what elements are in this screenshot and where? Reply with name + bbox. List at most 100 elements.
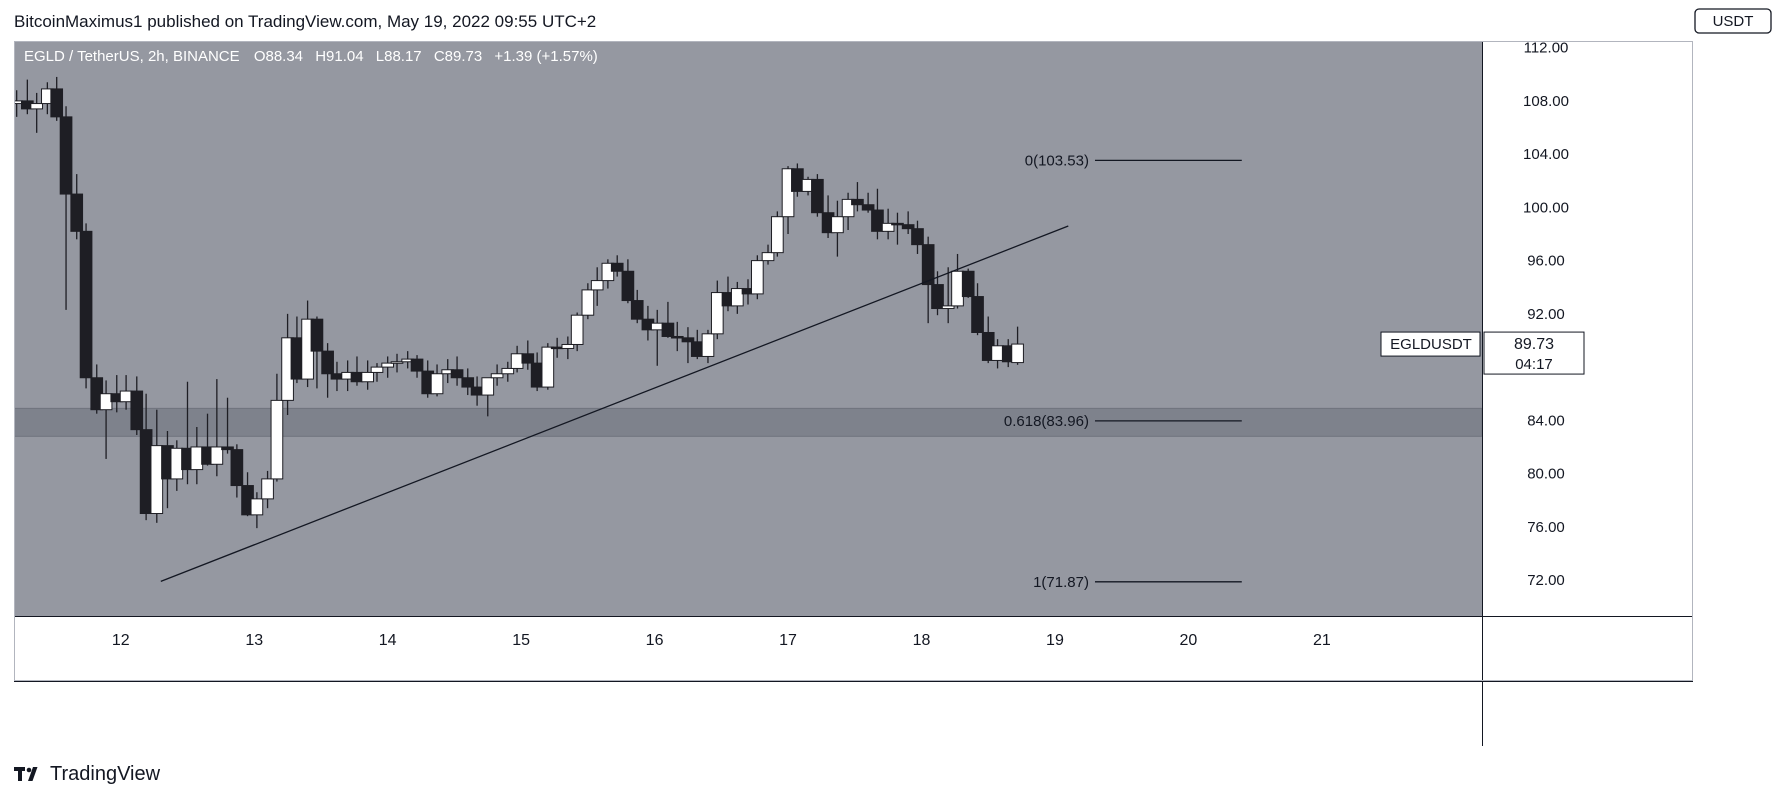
candle: [941, 267, 955, 324]
price-tick-label: 108.00: [1523, 93, 1569, 110]
candle: [361, 360, 374, 390]
support-zone-layer: [14, 407, 1483, 437]
candle-body-bearish: [521, 353, 535, 364]
candle-body-bullish: [991, 345, 1004, 361]
candle: [541, 343, 555, 390]
bar-countdown: 04:17: [1515, 356, 1553, 373]
candle-body-bullish: [390, 361, 404, 364]
candle-body-bullish: [561, 343, 575, 349]
high-label: H: [315, 48, 326, 65]
candle: [681, 327, 695, 364]
price-change: +1.39 (+1.57%): [494, 48, 597, 65]
candle: [261, 470, 274, 509]
candle-body-bullish: [541, 346, 555, 388]
candle: [490, 364, 504, 386]
time-tick-label: 12: [112, 632, 130, 649]
candle: [481, 377, 495, 417]
candle-body-bullish: [601, 262, 615, 282]
candle: [751, 255, 764, 300]
candle-body-bearish: [79, 230, 93, 379]
candle: [430, 364, 444, 397]
candle: [321, 343, 334, 398]
candle: [501, 361, 515, 382]
candle-body-bearish: [310, 318, 324, 352]
open-label: O: [254, 48, 266, 65]
candle-body-bearish: [661, 322, 675, 337]
plot-background[interactable]: [14, 41, 1482, 616]
candle: [761, 244, 775, 265]
candle: [59, 106, 73, 310]
candle: [661, 301, 675, 338]
candle: [79, 223, 93, 389]
time-tick-label: 16: [646, 632, 664, 649]
candle-body-bullish: [831, 216, 844, 234]
price-tick-label: 84.00: [1527, 412, 1565, 429]
candle-body-bearish: [891, 222, 904, 226]
candle: [931, 271, 944, 316]
candle: [791, 163, 804, 197]
candle-body-bearish: [70, 193, 84, 232]
candle-body-bearish: [630, 300, 644, 320]
candle-body-bearish: [921, 244, 935, 286]
candle-body-bullish: [701, 333, 715, 357]
candle-body-bullish: [381, 362, 395, 368]
price-axis-background[interactable]: [1482, 41, 1693, 616]
candle-body-bullish: [751, 260, 764, 295]
candle-body-bullish: [650, 322, 664, 331]
candle: [881, 208, 895, 240]
candle: [670, 321, 684, 352]
chart-outer-border: [14, 41, 1693, 681]
candle-body-bullish: [1011, 343, 1024, 364]
time-tick-label: 14: [379, 632, 397, 649]
currency-badge[interactable]: USDT: [1694, 8, 1772, 34]
candle: [971, 283, 984, 336]
candle: [70, 174, 84, 240]
price-tick-label: 96.00: [1527, 253, 1565, 270]
candle-body-bullish: [951, 270, 964, 307]
currency-label: USDT: [1713, 13, 1754, 30]
candle: [221, 397, 234, 454]
price-tick-label-partial: 112.00: [1524, 41, 1569, 57]
candle: [911, 220, 924, 254]
support-zone: [14, 407, 1483, 437]
candle: [410, 355, 424, 378]
candle: [570, 312, 584, 352]
price-tick-label: 72.00: [1527, 572, 1565, 589]
candle-body-bullish: [190, 446, 204, 471]
time-tick-label: 20: [1180, 632, 1198, 649]
candle-body-bearish: [221, 446, 234, 451]
candle: [841, 192, 855, 231]
open-value: 88.34: [265, 48, 303, 65]
candle-body-bullish: [730, 288, 744, 307]
candle-body-bearish: [911, 228, 924, 246]
candle-body-bullish: [99, 393, 113, 411]
low-value: 88.17: [384, 48, 422, 65]
last-price-label: 89.73 04:17: [1483, 331, 1585, 375]
symbol-pair: EGLD / TetherUS, 2h, BINANCE: [24, 48, 240, 65]
candle: [370, 363, 384, 382]
chart-container[interactable]: 0(103.53) 0.618(83.96) 1(71.87) 72.00 76.00…: [14, 41, 1693, 746]
candle: [250, 492, 264, 529]
candle: [961, 268, 975, 298]
time-tick-label: 18: [913, 632, 931, 649]
fib-level-label: 1(71.87): [1033, 574, 1089, 591]
candle-body-bearish: [851, 198, 864, 206]
candle-body-bullish: [270, 399, 284, 480]
candle: [710, 280, 724, 340]
candle-body-bullish: [481, 377, 495, 396]
candle-body-bearish: [450, 369, 464, 379]
candle: [230, 444, 244, 498]
candle: [630, 289, 644, 324]
candle-body-bearish: [470, 386, 484, 396]
price-tick-label: 100.00: [1523, 199, 1569, 216]
candle-body-bearish: [410, 358, 424, 372]
footer-brand[interactable]: TradingView: [14, 762, 160, 786]
candle-body-bearish: [59, 116, 73, 195]
candle-body-bearish: [670, 335, 684, 339]
tradingview-logo-icon: [14, 767, 38, 781]
candle-body-bearish: [811, 178, 824, 214]
time-tick-label: 13: [245, 632, 263, 649]
price-chart[interactable]: 0(103.53)0.618(83.96)1(71.87) 72.0076.00…: [14, 41, 1693, 746]
symbol-price-tag[interactable]: EGLDUSDT: [1380, 331, 1481, 357]
publication-header: BitcoinMaximus1 published on TradingView…: [14, 12, 597, 31]
